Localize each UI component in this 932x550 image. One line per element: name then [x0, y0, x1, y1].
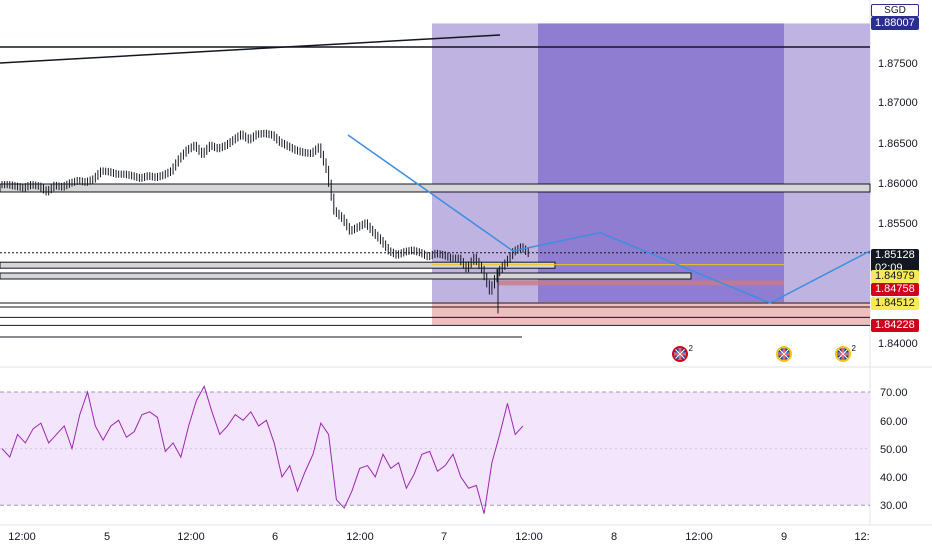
time-label: 8 — [610, 531, 618, 543]
rsi-tick: 50.00 — [880, 444, 908, 456]
entry-b-price-tag: 1.84512 — [871, 297, 919, 310]
price-tick: 1.84000 — [878, 338, 918, 350]
time-label: 12:00 — [685, 531, 713, 543]
rsi-line — [1, 385, 524, 514]
uk-flag-event-icon[interactable]: 2 — [835, 344, 856, 362]
time-label: 12: — [854, 531, 870, 543]
uk-flag-event-icon[interactable]: 2 — [672, 344, 693, 362]
support-box-2 — [0, 272, 692, 280]
target-price-tag: 1.88007 — [871, 17, 919, 30]
price-tick: 1.86000 — [878, 178, 918, 190]
time-label: 6 — [271, 531, 279, 543]
event-count: 2 — [688, 344, 693, 353]
time-label: 5 — [103, 531, 111, 543]
resistance-box — [0, 183, 871, 193]
price-tick: 1.87000 — [878, 97, 918, 109]
stop-a-price-tag: 1.84758 — [871, 283, 919, 296]
rsi-tick: 40.00 — [880, 472, 908, 484]
rsi-tick: 60.00 — [880, 416, 908, 428]
rsi-tick: 30.00 — [880, 500, 908, 512]
symbol-badge: SGD — [871, 4, 919, 17]
price-tick: 1.85500 — [878, 218, 918, 230]
stop-loss-zone — [432, 302, 870, 325]
long-position-target-zone — [538, 23, 784, 304]
time-label: 7 — [440, 531, 448, 543]
uk-flag-event-icon[interactable] — [776, 346, 792, 362]
event-count: 2 — [851, 344, 856, 353]
price-tick: 1.86500 — [878, 138, 918, 150]
time-label: 9 — [780, 531, 788, 543]
projection-path — [347, 134, 871, 304]
time-label: 12:00 — [515, 531, 543, 543]
entry-a-price-tag: 1.84979 — [871, 270, 919, 283]
time-label: 12:00 — [177, 531, 205, 543]
stop-band — [498, 280, 784, 286]
trend-line — [0, 34, 501, 64]
stop-b-price-tag: 1.84228 — [871, 319, 919, 332]
time-label: 12:00 — [8, 531, 36, 543]
symbol-label: SGD — [884, 5, 906, 16]
support-box — [0, 261, 556, 269]
price-tick: 1.87500 — [878, 58, 918, 70]
time-label: 12:00 — [346, 531, 374, 543]
rsi-tick: 70.00 — [880, 387, 908, 399]
